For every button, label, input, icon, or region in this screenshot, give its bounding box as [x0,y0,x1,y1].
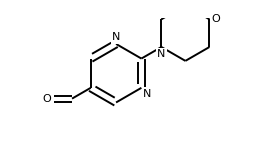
Text: O: O [43,94,51,104]
Text: N: N [157,49,166,59]
Text: O: O [211,14,220,24]
Text: N: N [112,32,120,42]
Text: N: N [143,89,151,99]
